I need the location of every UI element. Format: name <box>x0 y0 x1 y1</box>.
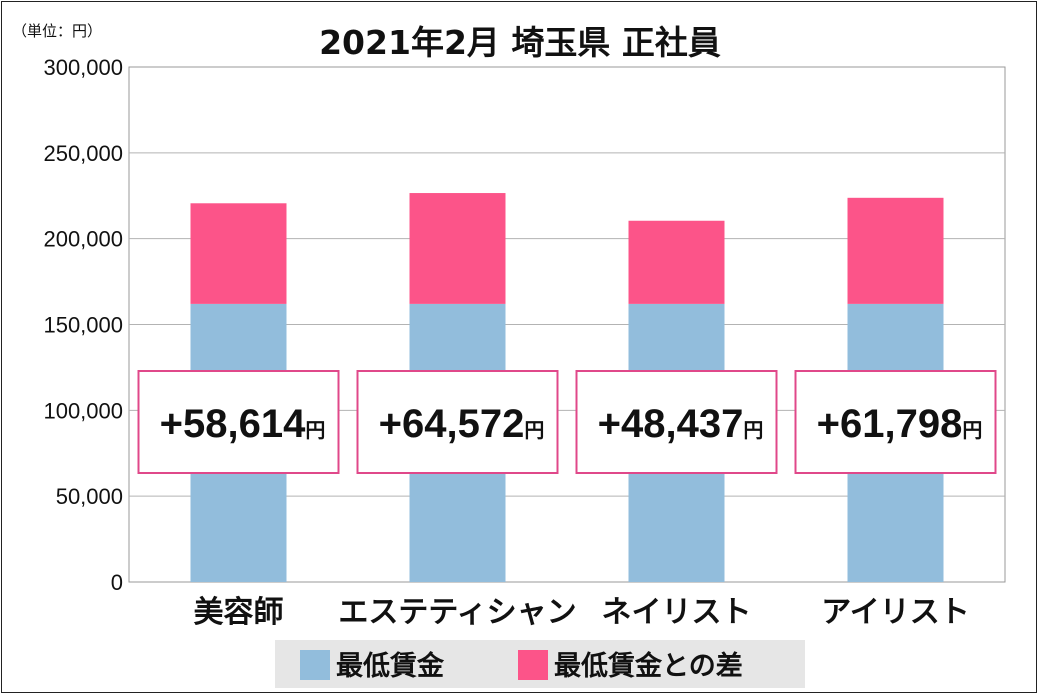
difference-label-box <box>794 370 997 474</box>
difference-label-box <box>356 370 559 474</box>
legend-label: 最低賃金との差 <box>554 650 743 682</box>
difference-label: +64,572円 <box>379 402 545 446</box>
difference-label: +48,437円 <box>598 402 764 446</box>
difference-unit: 円 <box>524 420 544 442</box>
difference-label: +61,798円 <box>817 402 983 446</box>
difference-value: +58,614 <box>160 402 306 446</box>
difference-unit: 円 <box>305 420 325 442</box>
difference-value: +61,798 <box>817 402 963 446</box>
difference-label: +58,614円 <box>160 402 326 446</box>
category-label: ネイリスト <box>602 595 752 630</box>
legend-swatch <box>518 650 548 680</box>
difference-label-box <box>137 370 340 474</box>
difference-label-box <box>575 370 778 474</box>
bar-difference <box>628 220 725 304</box>
difference-unit: 円 <box>962 420 982 442</box>
y-tick-label: 100,000 <box>43 398 123 423</box>
y-axis-ticks: 0 50,000 100,000 150,000 200,000 250,000 300,0… <box>43 55 123 595</box>
legend-label: 最低賃金 <box>336 650 445 682</box>
category-label: エステティシャン <box>338 595 576 630</box>
bar-difference <box>847 197 944 304</box>
legend: 最低賃金 最低賃金との差 <box>275 640 805 688</box>
difference-labels: +58,614円 +64,572円 +48,437円 +61,798円 <box>137 370 997 474</box>
y-tick-label: 0 <box>111 570 123 595</box>
y-tick-label: 150,000 <box>43 313 123 338</box>
y-tick-label: 200,000 <box>43 227 123 252</box>
y-tick-label: 50,000 <box>56 484 123 509</box>
bar-difference <box>409 193 506 304</box>
difference-unit: 円 <box>743 420 763 442</box>
category-label: 美容師 <box>194 595 284 630</box>
x-axis-categories: 美容師 エステティシャン ネイリスト アイリスト <box>194 595 970 630</box>
difference-value: +48,437 <box>598 402 744 446</box>
y-tick-label: 250,000 <box>43 141 123 166</box>
category-label: アイリスト <box>821 595 970 630</box>
legend-swatch <box>300 650 330 680</box>
bar-difference <box>190 203 287 304</box>
chart-title: 2021年2月 埼玉県 正社員 <box>319 23 721 62</box>
unit-label: （単位：円） <box>12 22 102 40</box>
y-tick-label: 300,000 <box>43 55 123 80</box>
difference-value: +64,572 <box>379 402 525 446</box>
